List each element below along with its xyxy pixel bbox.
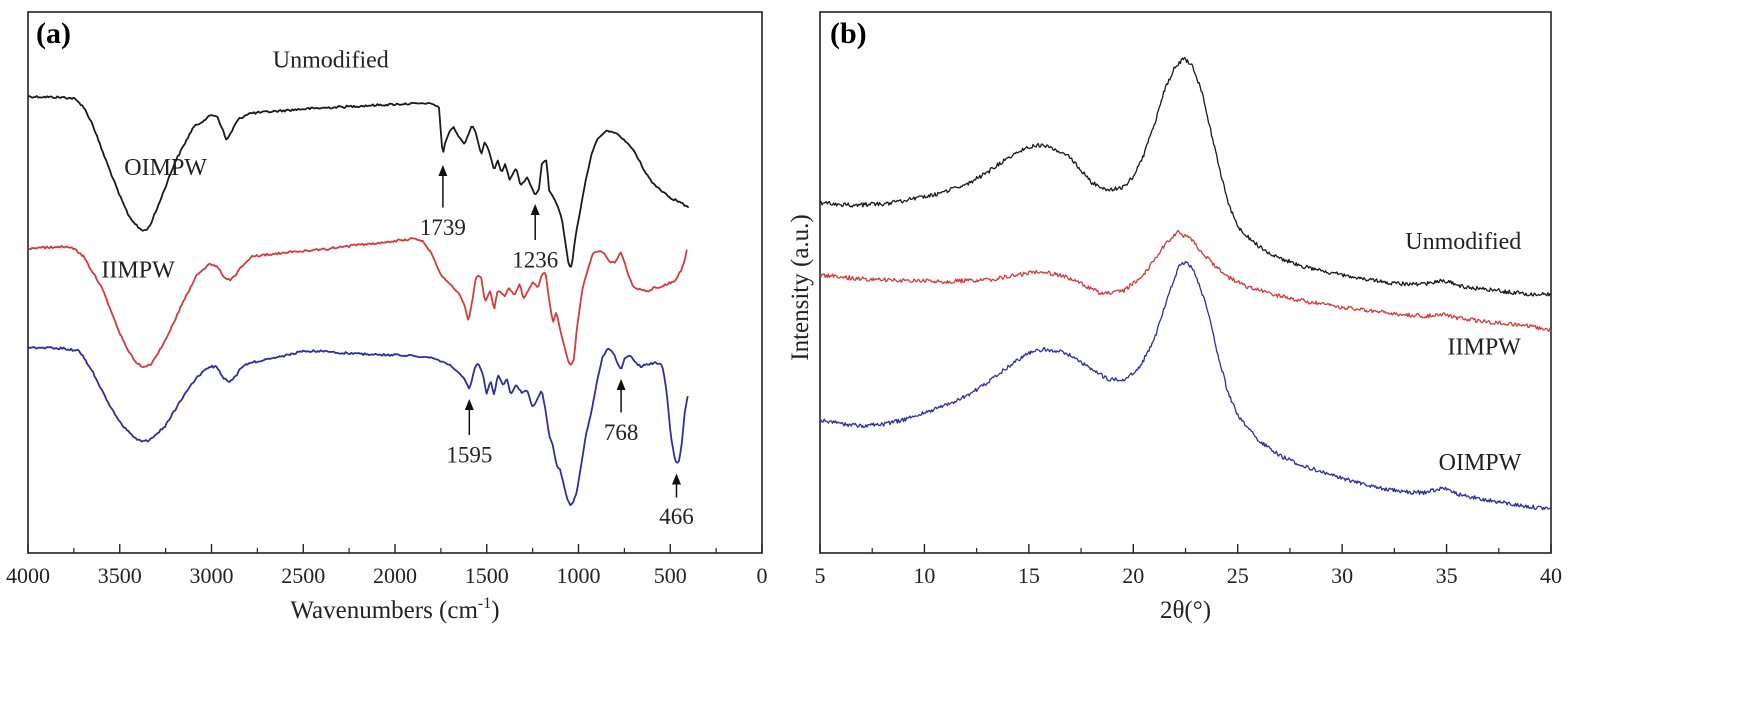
panel-a-series-label-oimpw: OIMPW (124, 155, 207, 181)
panel-a-x-tick-label: 3000 (190, 563, 234, 588)
panel-b-x-tick-label: 10 (913, 563, 935, 588)
panel-b-x-tick-label: 35 (1436, 563, 1458, 588)
panel-a-series-label-unmodified: Unmodified (273, 48, 389, 74)
panel-b-series-label-iimpw: IIMPW (1448, 335, 1522, 361)
panel-b-x-tick-label: 30 (1331, 563, 1353, 588)
panel-a-series-iimpw-line (28, 346, 689, 507)
panel-b-x-tick-label: 20 (1122, 563, 1144, 588)
panel-a-annotation-arrow-head (616, 379, 626, 390)
panel-a-x-tick-label: 3500 (98, 563, 142, 588)
panel-b-x-tick-label: 40 (1540, 563, 1562, 588)
panel-b-series-iimpw-line (819, 229, 1552, 333)
panel-a-annotation-label: 466 (659, 504, 694, 529)
panel-a-series-unmodified-line (27, 95, 690, 268)
panel-a-x-tick-label: 4000 (6, 563, 50, 588)
panel-b-series-unmodified-line (819, 56, 1552, 297)
panel-a-annotation-label: 1595 (446, 443, 492, 468)
panel-b-x-tick-label: 25 (1227, 563, 1249, 588)
panel-b-series-label-unmodified: Unmodified (1405, 229, 1521, 255)
panel-b-series-oimpw-line (819, 260, 1552, 511)
panel-a-x-tick-label: 1000 (557, 563, 601, 588)
panel-a-label: (a) (36, 17, 71, 50)
panel-a-x-axis-title: Wavenumbers (cm-1) (290, 595, 499, 624)
panel-b-label: (b) (830, 17, 867, 50)
panel-a-x-tick-label: 500 (654, 563, 687, 588)
panel-a-x-tick-label: 2000 (373, 563, 417, 588)
panel-a-x-tick-label: 0 (757, 563, 768, 588)
panel-b-x-tick-label: 5 (815, 563, 826, 588)
panel-a-group: 4000 3500 3000 2500 2000 1500 1000 500 0 Wavenumb… (6, 11, 768, 624)
panel-a-x-tick-label: 2500 (281, 563, 325, 588)
panel-b-y-axis-title: Intensity (a.u.) (787, 214, 814, 360)
panel-a-annotation-label: 768 (604, 420, 639, 445)
panel-a-annotation-arrow-head (671, 473, 681, 485)
panel-b-x-tick-label: 15 (1018, 563, 1040, 588)
panel-a-x-tick-label: 1500 (465, 563, 509, 588)
panel-a-series-oimpw-line (28, 237, 688, 368)
panel-a-annotation-arrow-head (464, 399, 474, 410)
panel-a-annotation-label: 1739 (420, 215, 466, 240)
panel-a-annotation-arrow-head (438, 165, 448, 176)
panel-b-x-axis-title: 2θ(°) (1160, 597, 1211, 624)
panel-a-annotation-label: 1236 (512, 248, 558, 273)
panel-a-series-label-iimpw: IIMPW (101, 258, 175, 284)
panel-a-annotation-arrow-head (530, 204, 540, 215)
panel-b-group: 5 10 15 20 25 30 35 40 2θ(°) Intensity (a.u.) (b) U… (787, 11, 1562, 624)
panel-b-series-label-oimpw: OIMPW (1439, 450, 1522, 476)
